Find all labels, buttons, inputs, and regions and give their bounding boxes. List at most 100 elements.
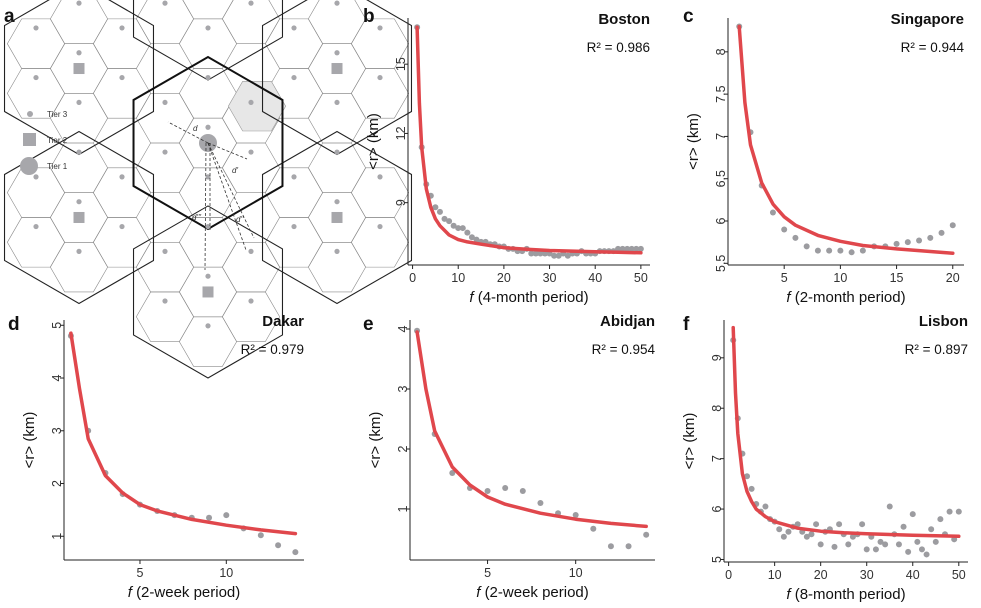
data-point <box>938 229 945 236</box>
x-axis-label: f (4-month period) <box>469 289 588 306</box>
data-point <box>808 531 815 538</box>
fit-curve <box>69 331 298 536</box>
x-tick-label: 10 <box>569 566 583 580</box>
r-squared-label: R² = 0.897 <box>905 342 968 357</box>
data-point <box>927 234 934 241</box>
tier3-node <box>334 99 340 106</box>
data-point <box>893 240 900 247</box>
data-point <box>619 245 626 252</box>
tier3-node <box>205 174 211 180</box>
y-tick-label: 12 <box>394 126 408 140</box>
data-point <box>748 485 755 492</box>
y-tick-label: 5 <box>50 322 64 329</box>
small-hex-cell <box>49 0 109 44</box>
x-tick-label: 15 <box>890 271 904 285</box>
distance-label-d3: d''' <box>192 213 202 222</box>
data-point <box>769 209 776 216</box>
tier3-node <box>205 25 211 31</box>
tier2-node <box>331 63 343 75</box>
fit-curve <box>731 325 961 539</box>
data-point <box>776 526 783 533</box>
chart-abidjan: e 5 10 1 2 3 4 f (2-week period) <r> (km) Abidjan… <box>363 313 655 601</box>
data-point <box>882 541 889 548</box>
legend-tier2-marker <box>23 133 36 146</box>
x-axis-variable: f <box>786 586 794 603</box>
x-axis-label: f (8-month period) <box>786 586 905 603</box>
highlighted-cell <box>227 81 287 132</box>
data-point <box>625 543 632 550</box>
data-point <box>895 541 902 548</box>
x-axis-unit: (4-month period) <box>478 289 589 306</box>
y-tick-label: 5 <box>710 556 724 563</box>
small-hex-cell <box>221 0 281 44</box>
x-tick-label: 0 <box>725 568 732 582</box>
tier2-hex-outline <box>132 0 284 81</box>
data-point <box>923 551 930 558</box>
data-point <box>464 229 471 236</box>
x-axis-label: f (2-week period) <box>128 584 241 601</box>
x-axis-label: f (2-week period) <box>476 584 589 601</box>
tier2-hex-outline <box>3 130 155 305</box>
data-point <box>446 218 453 225</box>
tier3-node <box>291 25 297 31</box>
x-tick-label: 5 <box>484 566 491 580</box>
small-hex-cell <box>135 0 195 44</box>
data-point <box>794 521 801 528</box>
data-point <box>449 470 456 476</box>
x-tick-label: 30 <box>543 271 557 285</box>
legend-tier1-label: Tier 1 <box>47 162 68 171</box>
data-point <box>780 533 787 540</box>
data-point <box>803 533 810 540</box>
data-point <box>450 222 457 229</box>
tier3-node <box>162 248 168 254</box>
tier3-node <box>119 223 125 230</box>
r-squared-label: R² = 0.944 <box>901 40 965 55</box>
tier3-node <box>334 199 340 205</box>
y-tick-label: 9 <box>394 199 408 206</box>
x-tick-label: 20 <box>814 568 828 582</box>
data-point <box>904 239 911 246</box>
y-axis-label: <r> (km) <box>367 412 384 469</box>
data-point <box>813 521 820 528</box>
data-point <box>826 247 833 254</box>
data-point <box>441 215 448 222</box>
data-point <box>607 543 614 550</box>
tier2-hex-outline <box>261 130 413 305</box>
data-point <box>223 512 230 519</box>
data-point <box>836 521 843 528</box>
data-point <box>292 549 299 556</box>
y-tick-label: 7 <box>710 455 724 462</box>
chart-title: Dakar <box>262 313 304 330</box>
tier2-node <box>331 211 343 223</box>
data-point <box>628 245 635 252</box>
x-axis-unit: (8-month period) <box>795 586 906 603</box>
tier3-node <box>248 149 254 155</box>
tier3-node <box>291 223 297 230</box>
data-point <box>459 225 466 232</box>
y-tick-label: 2 <box>396 445 410 452</box>
x-tick-label: 40 <box>588 271 602 285</box>
data-point <box>624 245 631 252</box>
tier3-node <box>334 0 340 6</box>
tier3-node <box>248 99 254 106</box>
tier3-node <box>377 174 383 180</box>
x-tick-label: 10 <box>451 271 465 285</box>
panel-label: d <box>8 314 20 335</box>
y-tick-label: 3 <box>50 427 64 434</box>
y-tick-label: 6 <box>714 217 728 224</box>
data-point <box>551 252 558 259</box>
data-point <box>955 508 962 515</box>
tier3-node <box>248 0 254 6</box>
y-tick-label: 6 <box>710 506 724 513</box>
data-point <box>643 531 650 538</box>
tier3-node <box>334 50 340 56</box>
y-axis-label: <r> (km) <box>365 113 382 170</box>
data-point <box>848 249 855 256</box>
data-point <box>792 234 799 241</box>
y-axis-label: <r> (km) <box>685 113 702 170</box>
x-tick-label: 10 <box>833 271 847 285</box>
tier3-node <box>33 74 39 81</box>
small-hex-cell <box>221 291 281 342</box>
x-tick-label: 5 <box>781 271 788 285</box>
